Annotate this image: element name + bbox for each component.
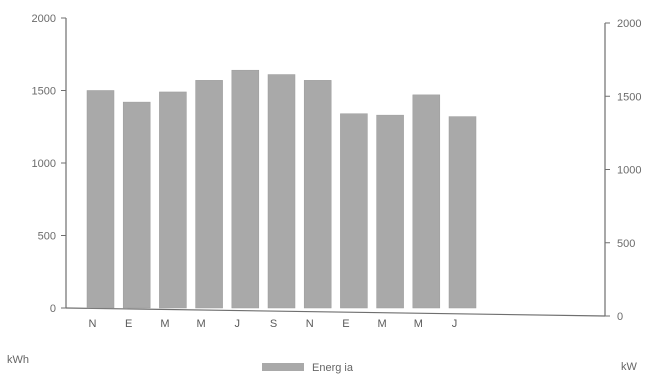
x-tick-label-5: S <box>270 318 277 330</box>
bar-5 <box>267 74 296 309</box>
x-tick-label-7: E <box>342 318 349 330</box>
x-tick-label-4: J <box>235 318 241 330</box>
x-axis <box>65 307 606 317</box>
x-tick-label-1: E <box>125 318 132 330</box>
right-tick-label-3: 1500 <box>617 91 641 103</box>
right-tick-label-1: 500 <box>617 238 635 250</box>
bars-group <box>86 69 477 309</box>
left-y-ticks: 0 500 1000 1500 2000 <box>32 13 66 315</box>
x-tick-label-3: M <box>197 318 206 330</box>
left-tick-label-1: 500 <box>38 231 56 243</box>
bar-7 <box>340 113 368 309</box>
right-y-ticks: 0 500 1000 1500 2000 <box>605 18 641 323</box>
right-axis-unit: kW <box>621 361 638 373</box>
left-tick-label-4: 2000 <box>32 13 56 25</box>
x-tick-label-8: M <box>378 318 387 330</box>
x-tick-label-9: M <box>414 318 423 330</box>
bar-2 <box>159 91 187 309</box>
bar-0 <box>86 90 115 309</box>
bar-8 <box>376 114 404 309</box>
bar-10 <box>448 116 477 309</box>
left-tick-label-0: 0 <box>50 303 56 315</box>
x-tick-label-6: N <box>306 318 314 330</box>
right-tick-label-0: 0 <box>617 311 623 323</box>
x-tick-label-2: M <box>160 318 169 330</box>
bar-6 <box>303 80 332 309</box>
legend-label: Energ ia <box>312 362 354 374</box>
x-tick-label-10: J <box>452 318 458 330</box>
bar-4 <box>231 69 260 309</box>
left-tick-label-3: 1500 <box>32 86 56 98</box>
left-axis-unit: kWh <box>7 354 29 366</box>
bar-3 <box>195 80 223 309</box>
bar-9 <box>412 94 441 309</box>
right-tick-label-2: 1000 <box>617 165 641 177</box>
legend-swatch <box>262 363 304 371</box>
bar-1 <box>122 101 151 309</box>
left-tick-label-2: 1000 <box>32 158 56 170</box>
right-tick-label-4: 2000 <box>617 18 641 30</box>
x-tick-label-0: N <box>89 318 97 330</box>
